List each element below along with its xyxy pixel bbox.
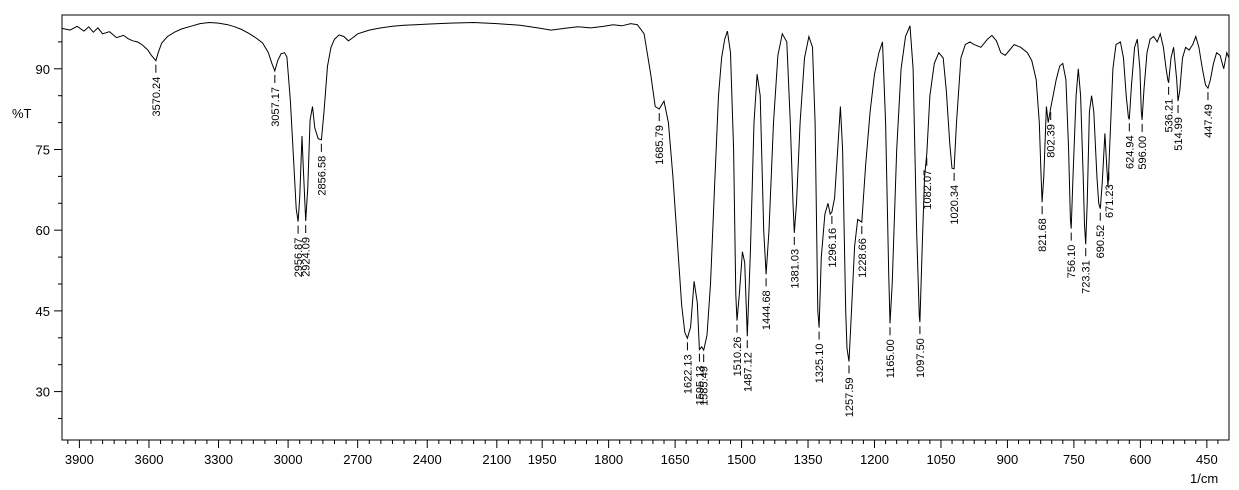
x-tick-label: 2700 <box>343 452 372 467</box>
peak-label: 1685.79 <box>654 125 666 165</box>
plot-frame <box>62 15 1229 440</box>
x-tick-label: 450 <box>1196 452 1218 467</box>
x-tick-label: 1500 <box>727 452 756 467</box>
peak-label: 1622.13 <box>682 354 694 394</box>
peak-label: 1165.00 <box>885 339 897 378</box>
y-tick-label: 60 <box>36 223 50 238</box>
peak-label: 2856.58 <box>316 156 328 196</box>
x-tick-label: 3000 <box>274 452 303 467</box>
peak-label: 596.00 <box>1137 136 1149 170</box>
x-tick-label: 750 <box>1063 452 1085 467</box>
y-axis: 30 45 60 75 90 <box>36 42 62 419</box>
peak-label: 1444.68 <box>761 290 773 330</box>
x-tick-label: 1950 <box>528 452 557 467</box>
y-tick-label: 30 <box>36 385 50 400</box>
x-tick-label: 3300 <box>204 452 233 467</box>
peak-label: 514.99 <box>1173 117 1185 151</box>
x-tick-label: 1800 <box>594 452 623 467</box>
peak-label: 1296.16 <box>827 228 839 268</box>
peak-label: 1325.10 <box>814 344 826 384</box>
peak-label: 1228.66 <box>857 238 869 278</box>
plot-area <box>62 15 1229 440</box>
peak-label: 802.39 <box>1046 124 1058 158</box>
peak-label: 3057.17 <box>270 87 282 127</box>
peak-label: 447.49 <box>1203 104 1215 138</box>
x-tick-label: 2400 <box>413 452 442 467</box>
y-tick-label: 75 <box>36 142 50 157</box>
x-tick-label: 1350 <box>794 452 823 467</box>
peak-label: 1381.03 <box>789 249 801 289</box>
peak-label: 1020.34 <box>949 185 961 225</box>
peak-label: 2924.09 <box>301 237 313 277</box>
x-tick-label: 1650 <box>661 452 690 467</box>
peak-label: 723.31 <box>1081 260 1093 294</box>
peak-label: 1257.59 <box>844 377 856 417</box>
peak-label: 1585.49 <box>699 366 711 406</box>
y-tick-label: 45 <box>36 304 50 319</box>
peak-label: 1487.12 <box>742 352 754 392</box>
x-tick-label: 1050 <box>927 452 956 467</box>
peak-label: 1082.07 <box>922 170 934 210</box>
x-tick-label: 2100 <box>482 452 511 467</box>
peak-label: 624.94 <box>1124 135 1136 169</box>
x-tick-label: 1200 <box>860 452 889 467</box>
peak-label: 1097.50 <box>915 338 927 378</box>
peak-label: 756.10 <box>1066 245 1078 279</box>
peak-label: 690.52 <box>1095 225 1107 259</box>
peak-label: 671.23 <box>1104 184 1116 218</box>
x-axis-label: 1/cm <box>1190 471 1218 486</box>
x-tick-label: 900 <box>997 452 1019 467</box>
x-axis: 3900 3600 3300 3000 2700 2400 2100 1950 1800 1650… <box>65 440 1218 467</box>
y-tick-label: 90 <box>36 62 50 77</box>
peak-label: 3570.24 <box>151 77 163 117</box>
x-tick-label: 3900 <box>65 452 94 467</box>
peak-label: 821.68 <box>1037 218 1049 252</box>
x-tick-label: 600 <box>1130 452 1152 467</box>
y-axis-label: %T <box>12 106 32 121</box>
x-tick-label: 3600 <box>135 452 164 467</box>
